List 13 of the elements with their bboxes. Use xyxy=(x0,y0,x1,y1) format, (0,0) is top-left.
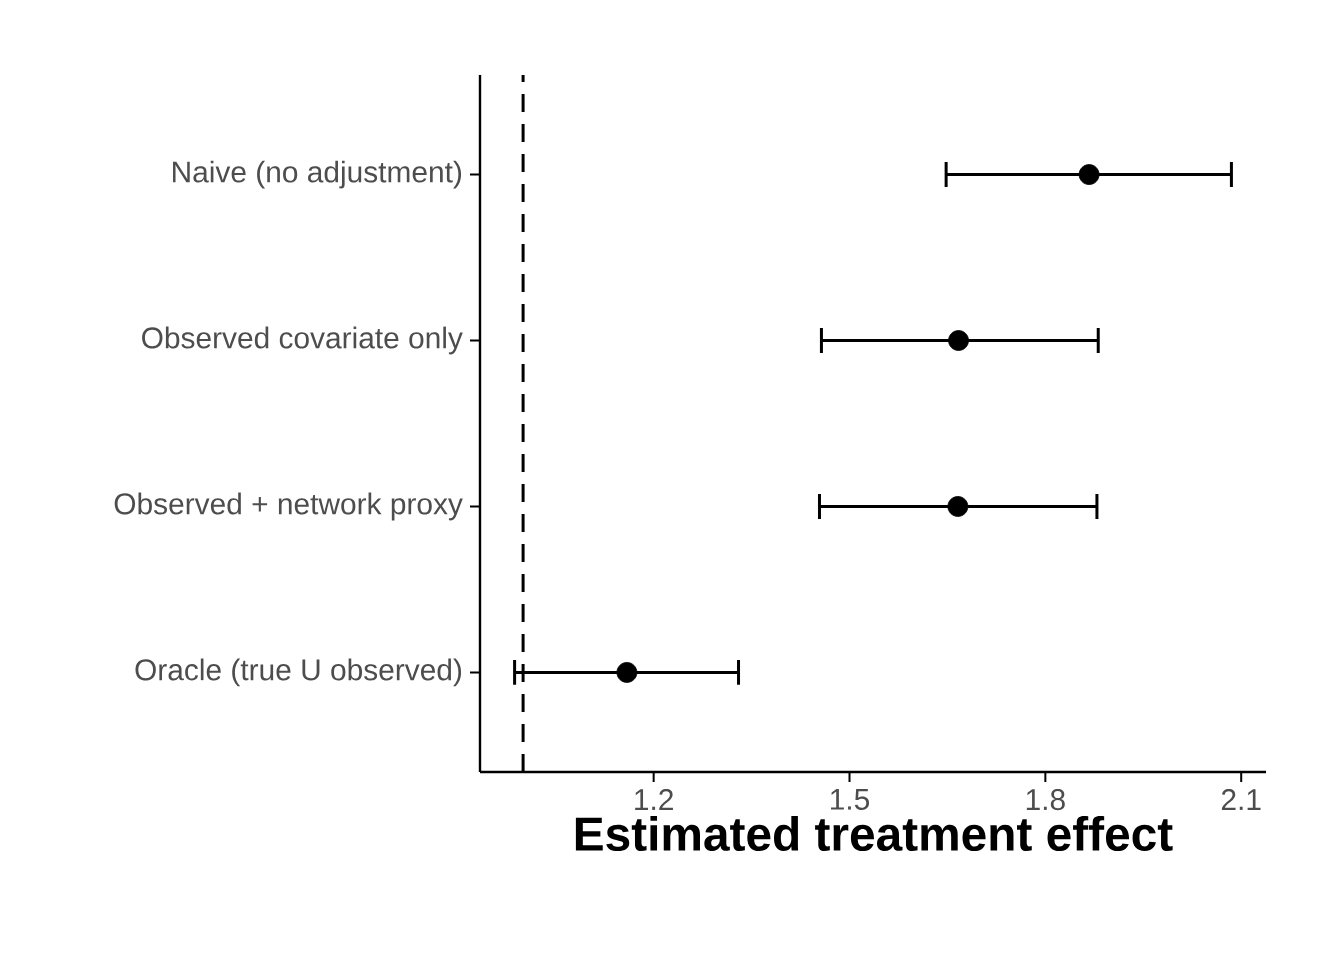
x-tick-label: 1.2 xyxy=(635,789,673,810)
x-tick-label: 1.8 xyxy=(1026,789,1065,811)
y-tick-label: Oracle (true U observed) xyxy=(135,658,462,687)
point xyxy=(947,496,969,517)
y-tick-label: Naive (no adjustment) xyxy=(173,160,462,189)
y-tick-label: Observed covariate only xyxy=(142,326,463,355)
y-tick-label: Observed + network proxy xyxy=(114,492,463,521)
point xyxy=(616,662,638,683)
x-tick-label: 1.5 xyxy=(831,789,870,810)
x-tick-label: 2.1 xyxy=(1221,789,1261,810)
x-axis-title: Estimated treatment effect xyxy=(575,815,1173,851)
point xyxy=(948,330,969,351)
point xyxy=(1078,164,1100,185)
